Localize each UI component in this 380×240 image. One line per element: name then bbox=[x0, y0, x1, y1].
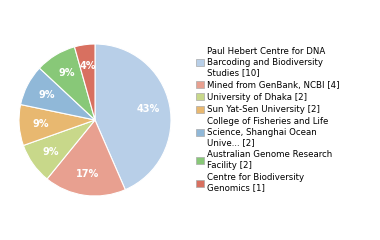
Wedge shape bbox=[24, 120, 95, 179]
Text: 9%: 9% bbox=[42, 147, 59, 156]
Wedge shape bbox=[95, 44, 171, 190]
Wedge shape bbox=[74, 44, 95, 120]
Text: 17%: 17% bbox=[76, 169, 99, 179]
Text: 9%: 9% bbox=[58, 68, 75, 78]
Text: 4%: 4% bbox=[79, 61, 96, 71]
Text: 9%: 9% bbox=[32, 119, 49, 129]
Text: 43%: 43% bbox=[137, 104, 160, 114]
Wedge shape bbox=[40, 47, 95, 120]
Wedge shape bbox=[21, 68, 95, 120]
Legend: Paul Hebert Centre for DNA
Barcoding and Biodiversity
Studies [10], Mined from G: Paul Hebert Centre for DNA Barcoding and… bbox=[194, 46, 342, 194]
Text: 9%: 9% bbox=[38, 90, 55, 100]
Wedge shape bbox=[19, 105, 95, 145]
Wedge shape bbox=[47, 120, 125, 196]
